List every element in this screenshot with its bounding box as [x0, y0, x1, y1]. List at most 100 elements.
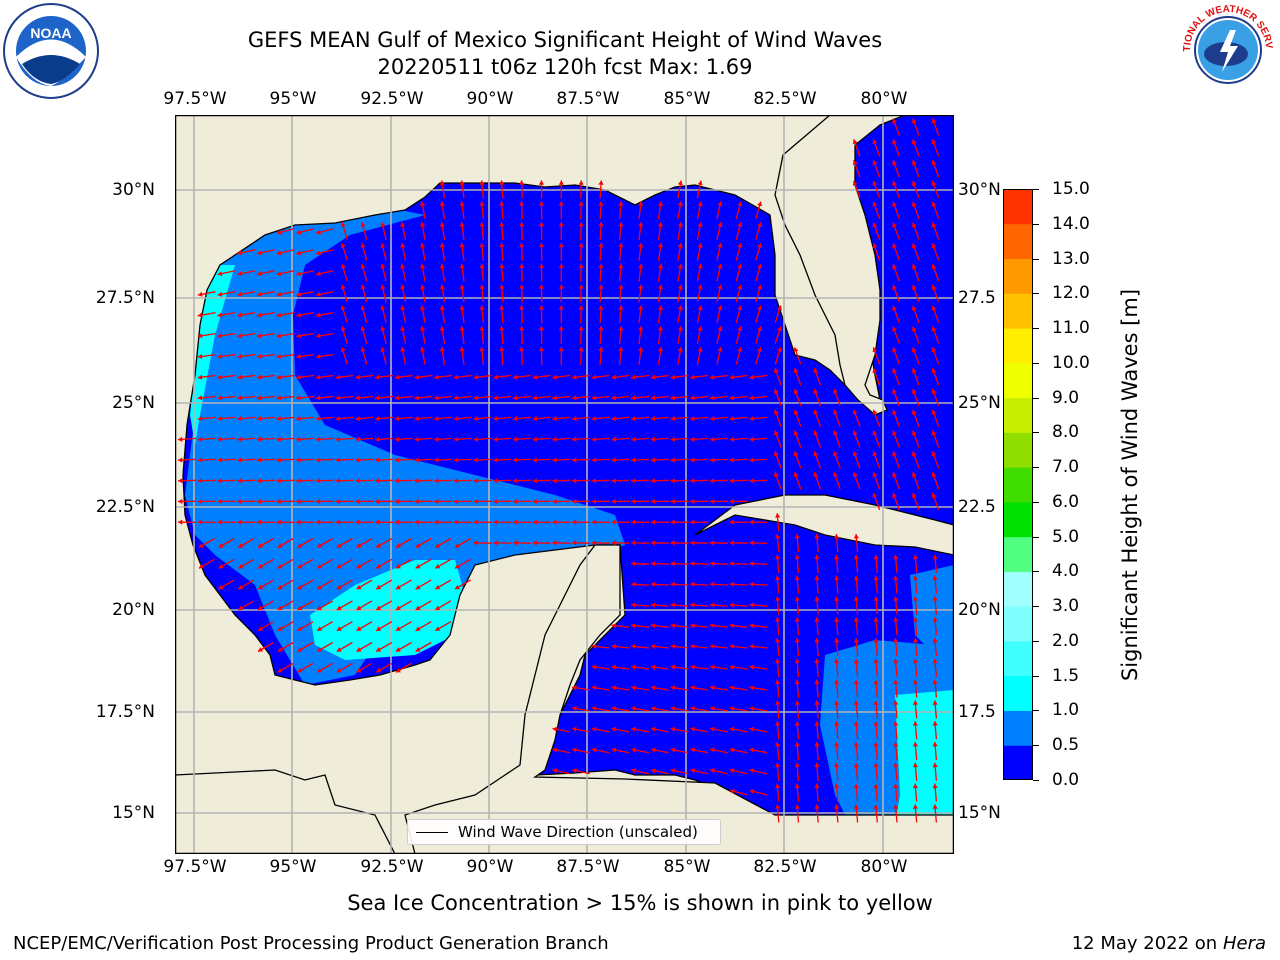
wave-direction-arrowhead [813, 388, 819, 394]
wave-direction-arrowhead [911, 368, 917, 374]
wave-direction-arrowhead [677, 326, 683, 331]
wave-direction-arrowhead [749, 789, 755, 794]
wave-direction-arrowhead [911, 139, 917, 145]
wave-direction-arrowhead [690, 519, 695, 525]
wave-direction-arrowhead [793, 368, 799, 374]
wave-direction-arrowhead [257, 271, 262, 277]
wave-direction-arrowhead [834, 783, 840, 789]
wave-direction-arrowhead [749, 602, 754, 608]
wave-direction-arrowhead [459, 180, 465, 186]
wave-direction-arrowhead [650, 664, 656, 670]
wave-direction-arrowhead [794, 575, 800, 581]
wave-direction-arrowhead [631, 726, 636, 732]
colorbar-band [1003, 189, 1033, 225]
wave-direction-arrowhead [237, 478, 242, 484]
wave-direction-arrowhead [459, 222, 465, 227]
wave-direction-arrowhead [611, 519, 616, 525]
wave-direction-arrowhead [459, 305, 465, 310]
wave-direction-arrowhead [237, 312, 242, 318]
wave-direction-arrowhead [340, 305, 346, 311]
wave-direction-arrowhead [493, 519, 498, 525]
wave-direction-arrowhead [670, 519, 675, 525]
wave-direction-arrowhead [356, 563, 362, 569]
lat-tick-left: 15°N [112, 803, 155, 823]
wave-direction-arrowhead [578, 222, 584, 227]
wave-direction-arrowhead [256, 436, 262, 442]
wave-direction-arrowhead [650, 436, 656, 442]
wave-direction-arrowhead [794, 742, 800, 747]
wave-direction-arrowhead [493, 498, 498, 504]
wave-direction-arrowhead [434, 395, 439, 401]
wave-direction-arrowhead [335, 498, 340, 504]
wave-direction-arrowhead [931, 326, 937, 332]
wave-direction-arrowhead [690, 436, 695, 442]
wave-direction-arrowhead [872, 160, 878, 166]
wave-direction-arrowhead [677, 346, 683, 352]
wave-direction-arrowhead [690, 540, 695, 546]
wave-direction-arrowhead [834, 596, 840, 601]
wave-direction-arrowhead [479, 180, 485, 185]
wave-direction-arrowhead [794, 783, 800, 789]
wave-direction-arrowhead [690, 561, 695, 567]
wave-direction-arrowhead [591, 416, 597, 422]
wave-direction-arrowhead [356, 605, 362, 610]
wave-direction-arrowhead [794, 596, 800, 601]
wave-direction-arrowhead [197, 519, 202, 525]
wave-direction-arrowhead [794, 700, 800, 705]
wave-direction-arrowhead [717, 201, 723, 207]
wave-band-0.5-east [910, 565, 954, 675]
colorbar-tick-label: 3.0 [1052, 596, 1080, 617]
wave-direction-arrowhead [749, 664, 754, 670]
wave-direction-arrowhead [459, 263, 465, 269]
wave-direction-arrowhead [892, 118, 897, 124]
wave-direction-arrowhead [276, 416, 281, 422]
wave-direction-arrowhead [834, 679, 840, 685]
wave-direction-arrowhead [670, 436, 675, 442]
colorbar-tick-label: 13.0 [1052, 248, 1090, 269]
wave-direction-arrowhead [217, 291, 223, 297]
wave-direction-arrowhead [178, 457, 183, 463]
wave-direction-arrowhead [911, 201, 917, 207]
wave-direction-arrowhead [670, 416, 675, 422]
wave-direction-arrowhead [709, 561, 715, 567]
wave-direction-arrowhead [729, 789, 735, 794]
wave-direction-arrowhead [217, 478, 222, 484]
wave-direction-arrowhead [218, 584, 224, 590]
wave-direction-arrowhead [892, 160, 897, 166]
wave-direction-arrowhead [499, 242, 505, 248]
wave-direction-arrowhead [572, 519, 577, 525]
wave-direction-arrowhead [697, 201, 703, 207]
wave-direction-arrowhead [710, 374, 715, 380]
colorbar-band [1003, 501, 1033, 538]
wave-direction-arrowhead [356, 647, 362, 652]
wave-direction-arrowhead [813, 430, 819, 436]
wave-direction-arrowhead [690, 478, 695, 484]
wave-direction-arrowhead [355, 395, 360, 401]
wave-direction-arrowhead [591, 519, 596, 525]
wave-direction-arrowhead [237, 291, 242, 297]
wave-direction-arrowhead [931, 118, 937, 124]
wave-direction-arrowhead [355, 498, 360, 504]
wave-direction-arrowhead [296, 229, 302, 235]
wave-direction-arrowhead [414, 395, 419, 401]
wave-direction-arrowhead [611, 540, 616, 546]
wave-direction-arrowhead [697, 243, 703, 248]
wave-direction-arrowhead [690, 457, 695, 463]
wave-direction-arrowhead [774, 472, 779, 478]
wave-direction-arrowhead [237, 374, 242, 380]
wave-direction-arrowhead [853, 554, 859, 560]
lon-tick-top: 82.5°W [753, 89, 817, 109]
colorbar-tick-label: 0.5 [1052, 735, 1080, 756]
wave-direction-arrowhead [493, 416, 498, 422]
wave-direction-arrowhead [618, 284, 624, 289]
colorbar-tick-label: 6.0 [1052, 491, 1080, 512]
wave-direction-arrowhead [911, 347, 917, 353]
wave-direction-arrowhead [336, 626, 342, 631]
wave-direction-arrowhead [657, 326, 663, 331]
wave-direction-arrowhead [729, 374, 735, 380]
wave-direction-arrowhead [749, 643, 754, 649]
wave-direction-arrowhead [414, 498, 419, 504]
wave-direction-arrowhead [611, 436, 616, 442]
colorbar-tick-label: 14.0 [1052, 213, 1090, 234]
wave-direction-arrowhead [631, 623, 636, 629]
